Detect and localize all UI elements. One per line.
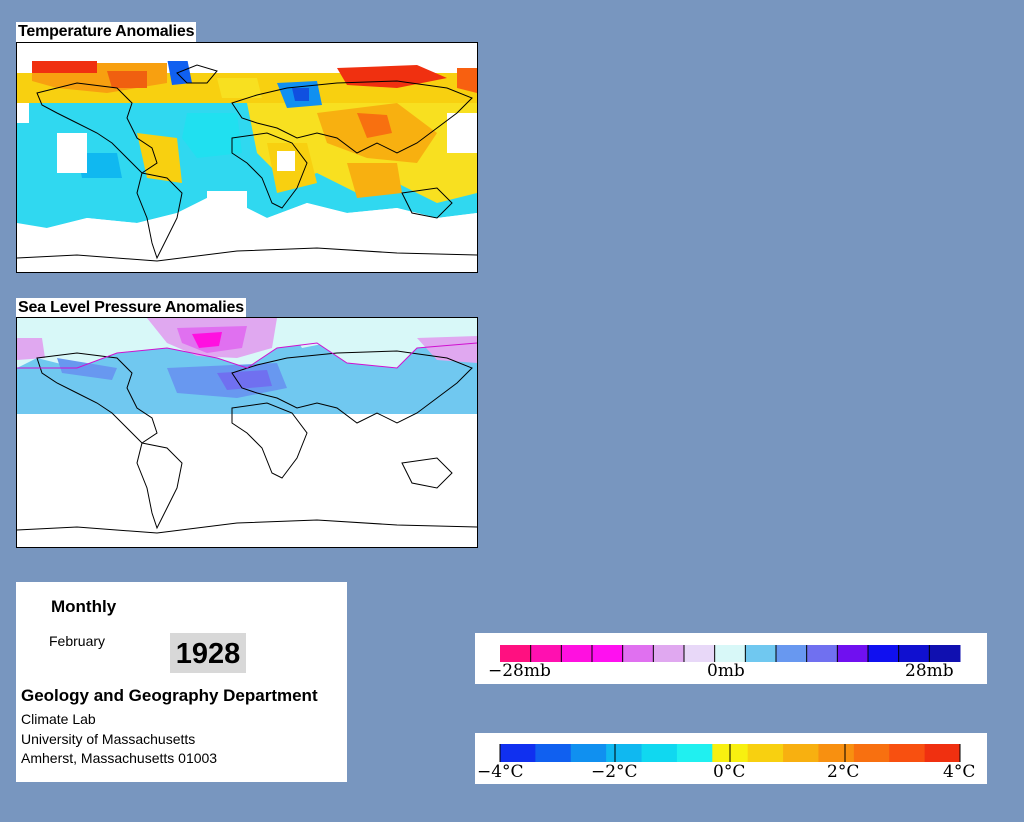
temperature-anomaly-map xyxy=(16,42,478,273)
temperature-swatch xyxy=(924,744,961,762)
temp-label-pos4: 4°C xyxy=(943,762,976,782)
pressure-swatch xyxy=(898,645,930,662)
temperature-swatch xyxy=(535,744,572,762)
temperature-swatch xyxy=(889,744,926,762)
temperature-swatch xyxy=(853,744,890,762)
temperature-swatch xyxy=(641,744,678,762)
temperature-swatch xyxy=(676,744,713,762)
pressure-swatch xyxy=(622,645,654,662)
pressure-label-min: −28mb xyxy=(488,661,551,681)
pressure-swatch xyxy=(561,645,593,662)
temperature-legend: −4°C −2°C 0°C 2°C 4°C xyxy=(475,733,987,784)
pressure-swatch xyxy=(653,645,685,662)
pressure-legend: −28mb 0mb 28mb xyxy=(475,633,987,684)
pressure-swatch xyxy=(806,645,838,662)
pressure-swatch xyxy=(592,645,624,662)
pressure-swatch xyxy=(745,645,777,662)
temperature-swatch xyxy=(500,744,536,762)
year-label: 1928 xyxy=(170,633,246,673)
temperature-swatch xyxy=(570,744,607,762)
temp-label-neg4: −4°C xyxy=(477,762,524,782)
temperature-swatch xyxy=(747,744,784,762)
period-label: Monthly xyxy=(51,597,117,616)
info-panel: Monthly February 1928 Geology and Geogra… xyxy=(16,582,347,782)
temp-label-zero: 0°C xyxy=(713,762,746,782)
pressure-swatch xyxy=(868,645,900,662)
pressure-map-title: Sea Level Pressure Anomalies xyxy=(16,298,246,318)
temperature-map-canvas xyxy=(17,43,477,272)
temp-label-pos2: 2°C xyxy=(827,762,860,782)
pressure-label-zero: 0mb xyxy=(707,661,745,681)
pressure-swatch xyxy=(684,645,716,662)
temperature-colorbar xyxy=(499,744,961,762)
pressure-swatch xyxy=(714,645,746,662)
pressure-swatch xyxy=(776,645,808,662)
temperature-swatch xyxy=(783,744,819,762)
pressure-swatch xyxy=(500,645,532,662)
temp-label-neg2: −2°C xyxy=(591,762,638,782)
temperature-swatch xyxy=(818,744,855,762)
department-label: Geology and Geography Department xyxy=(21,686,318,705)
temperature-swatch xyxy=(606,744,643,762)
pressure-swatch xyxy=(530,645,562,662)
university-label: University of Massachusetts xyxy=(21,731,196,747)
pressure-swatch xyxy=(929,645,961,662)
pressure-anomaly-map xyxy=(16,317,478,548)
month-label: February xyxy=(49,633,106,649)
temperature-map-title: Temperature Anomalies xyxy=(16,22,197,42)
pressure-colorbar xyxy=(500,645,961,662)
address-label: Amherst, Massachusetts 01003 xyxy=(21,750,218,766)
pressure-label-max: 28mb xyxy=(905,661,954,681)
pressure-map-canvas xyxy=(17,318,477,547)
lab-label: Climate Lab xyxy=(21,711,96,727)
pressure-swatch xyxy=(837,645,869,662)
